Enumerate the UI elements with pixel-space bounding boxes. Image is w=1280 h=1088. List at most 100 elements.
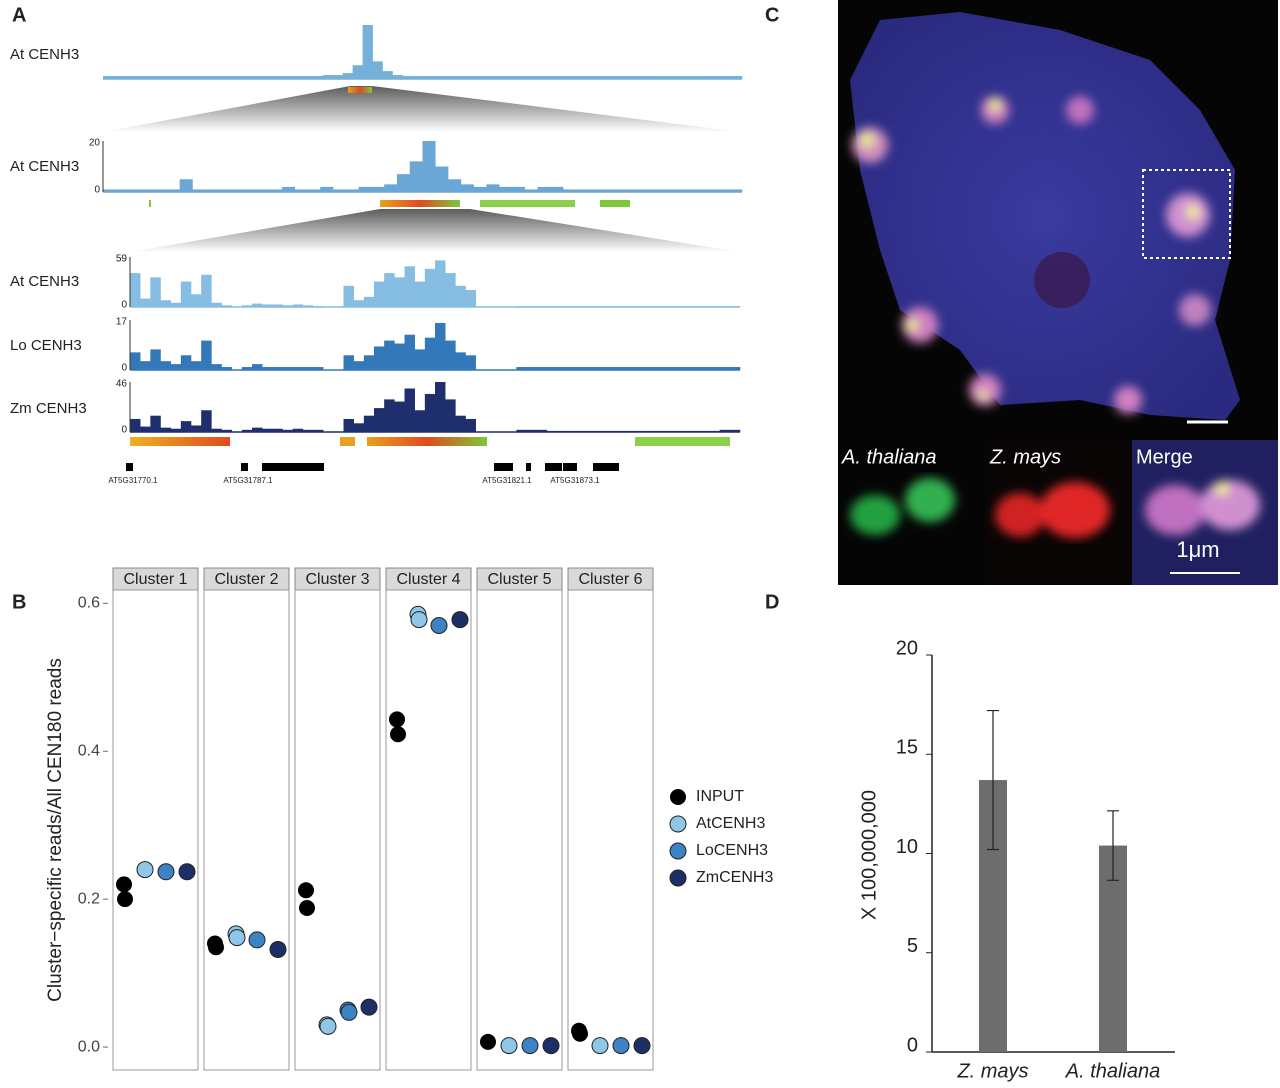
panel-letter: D <box>765 591 779 613</box>
gene-models <box>126 463 619 471</box>
coverage-bar <box>557 367 568 370</box>
coverage-bar <box>140 361 151 370</box>
data-point <box>480 1033 496 1050</box>
coverage-bar <box>473 186 487 192</box>
coverage-bar <box>526 367 537 370</box>
y-tick-label: 0.0 <box>78 1038 100 1055</box>
coverage-bar <box>409 161 423 192</box>
coverage-bar <box>221 305 232 307</box>
coverage-bar <box>130 273 141 307</box>
coverage-bar <box>577 367 588 370</box>
coverage-bar <box>492 76 503 79</box>
coverage-bar <box>201 274 212 307</box>
coverage-bar <box>343 418 354 432</box>
coverage-bar <box>486 184 500 192</box>
coverage-bar <box>614 189 628 192</box>
coverage-bar <box>241 305 253 307</box>
image-label: Merge <box>1136 446 1193 468</box>
coverage-bar <box>394 401 405 432</box>
coverage-bar <box>122 76 134 79</box>
coverage-bar <box>242 76 254 79</box>
data-point <box>572 1025 588 1042</box>
coverage-bar <box>546 367 558 370</box>
coverage-bar <box>154 189 168 192</box>
coverage-bar <box>132 76 144 79</box>
facet-panel <box>567 589 654 1071</box>
coverage-bar <box>112 76 124 79</box>
coverage-bar <box>232 76 244 79</box>
coverage-bar <box>536 367 548 370</box>
data-point <box>248 931 266 949</box>
coverage-bar <box>465 355 476 370</box>
data-point <box>542 1037 560 1055</box>
coverage-bar <box>343 355 354 370</box>
coverage-bar <box>252 76 264 79</box>
y-axis-label: X 100,000,000 <box>858 790 880 920</box>
coverage-bar <box>282 76 294 79</box>
coverage-bar <box>128 189 142 192</box>
image-label: A. thaliana <box>841 446 937 468</box>
coverage-bar <box>592 76 603 79</box>
coverage-bar <box>191 425 202 432</box>
data-point <box>612 1037 630 1055</box>
coverage-bar <box>272 304 283 307</box>
coverage-bar <box>342 73 353 79</box>
coverage-bar <box>221 429 232 432</box>
track-tick-label: 0 <box>94 185 100 196</box>
facet-panel <box>476 589 563 1071</box>
coverage-bar <box>432 76 443 79</box>
coverage-bar <box>353 300 365 307</box>
coverage-bar <box>374 408 385 432</box>
coverage-bar <box>662 76 673 79</box>
coverage-bar <box>262 367 273 370</box>
coverage-bar <box>582 76 593 79</box>
coverage-bar <box>292 367 304 370</box>
coverage-bar <box>262 76 274 79</box>
coverage-bar <box>702 76 713 79</box>
coverage-bar <box>658 367 670 370</box>
coverage-bar <box>499 186 513 192</box>
coverage-bar <box>152 76 164 79</box>
coverage-bar <box>172 76 184 79</box>
coverage-bar <box>562 76 573 79</box>
coverage-bar <box>371 186 385 192</box>
legend-label: AtCENH3 <box>696 815 765 832</box>
x-tick-label: A. thaliana <box>1065 1060 1161 1082</box>
coverage-bar <box>526 429 537 432</box>
coverage-bar <box>588 189 602 192</box>
gene-label: AT5G31787.1 <box>223 476 273 485</box>
coverage-bar <box>115 189 129 192</box>
track-tick-label: 0 <box>121 425 127 436</box>
coverage-bar <box>272 428 283 432</box>
coverage-bar <box>622 76 633 79</box>
coverage-bar <box>652 76 663 79</box>
coverage-bar <box>502 76 513 79</box>
coverage-bar <box>343 285 354 307</box>
data-point <box>389 711 405 728</box>
coverage-bar <box>678 189 692 192</box>
coverage-bar <box>414 349 426 370</box>
coverage-bar <box>445 340 456 370</box>
coverage-bar <box>442 76 453 79</box>
coverage-bar <box>587 367 598 370</box>
coverage-bar <box>648 367 659 370</box>
coverage-bar <box>607 367 619 370</box>
coverage-bar <box>563 189 577 192</box>
coverage-bar <box>455 285 466 307</box>
data-point <box>430 617 448 635</box>
coverage-bar <box>404 266 415 307</box>
coverage-bar <box>212 76 224 79</box>
data-point <box>269 940 287 958</box>
scale-bar-label: 1μm <box>1176 537 1219 562</box>
coverage-bar <box>435 322 446 370</box>
coverage-bar <box>424 337 436 370</box>
coverage-bar <box>455 415 466 432</box>
coverage-bar <box>320 186 334 192</box>
coverage-bar <box>689 367 700 370</box>
coverage-bar <box>445 399 456 432</box>
coverage-bar <box>205 189 219 192</box>
track-tick-label: 59 <box>116 254 128 265</box>
coverage-bar <box>150 415 161 432</box>
coverage-bar <box>170 428 182 432</box>
